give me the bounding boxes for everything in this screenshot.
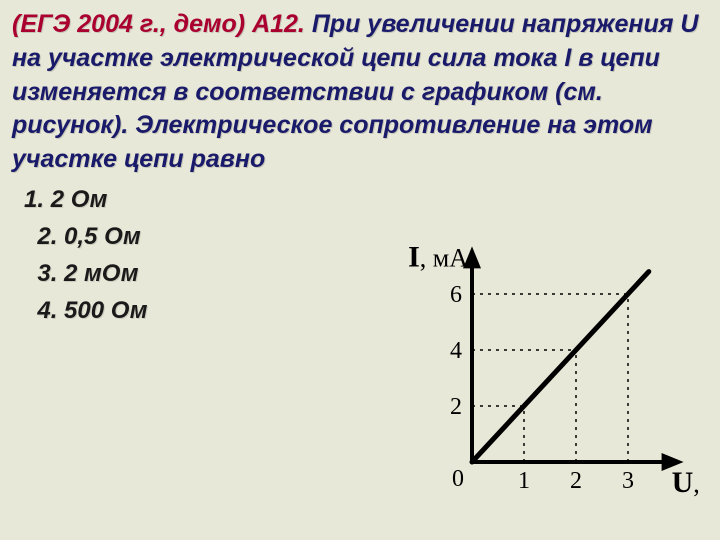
svg-text:1: 1	[518, 468, 530, 494]
question-lead: (ЕГЭ 2004 г., демо) А12.	[12, 10, 305, 38]
question-block: (ЕГЭ 2004 г., демо) А12. При увеличении …	[0, 0, 720, 177]
svg-text:U, В: U, В	[672, 466, 702, 499]
svg-text:6: 6	[450, 282, 462, 308]
iv-chart: 1 2 3 2 4 6 0 I, мА U, В	[382, 222, 702, 512]
svg-text:2: 2	[570, 468, 582, 494]
svg-text:I, мА: I, мА	[408, 240, 468, 273]
svg-text:4: 4	[450, 338, 462, 364]
svg-text:0: 0	[452, 466, 464, 492]
answer-option: 1. 2 Ом	[24, 181, 720, 218]
svg-text:3: 3	[622, 468, 634, 494]
svg-text:2: 2	[450, 394, 462, 420]
